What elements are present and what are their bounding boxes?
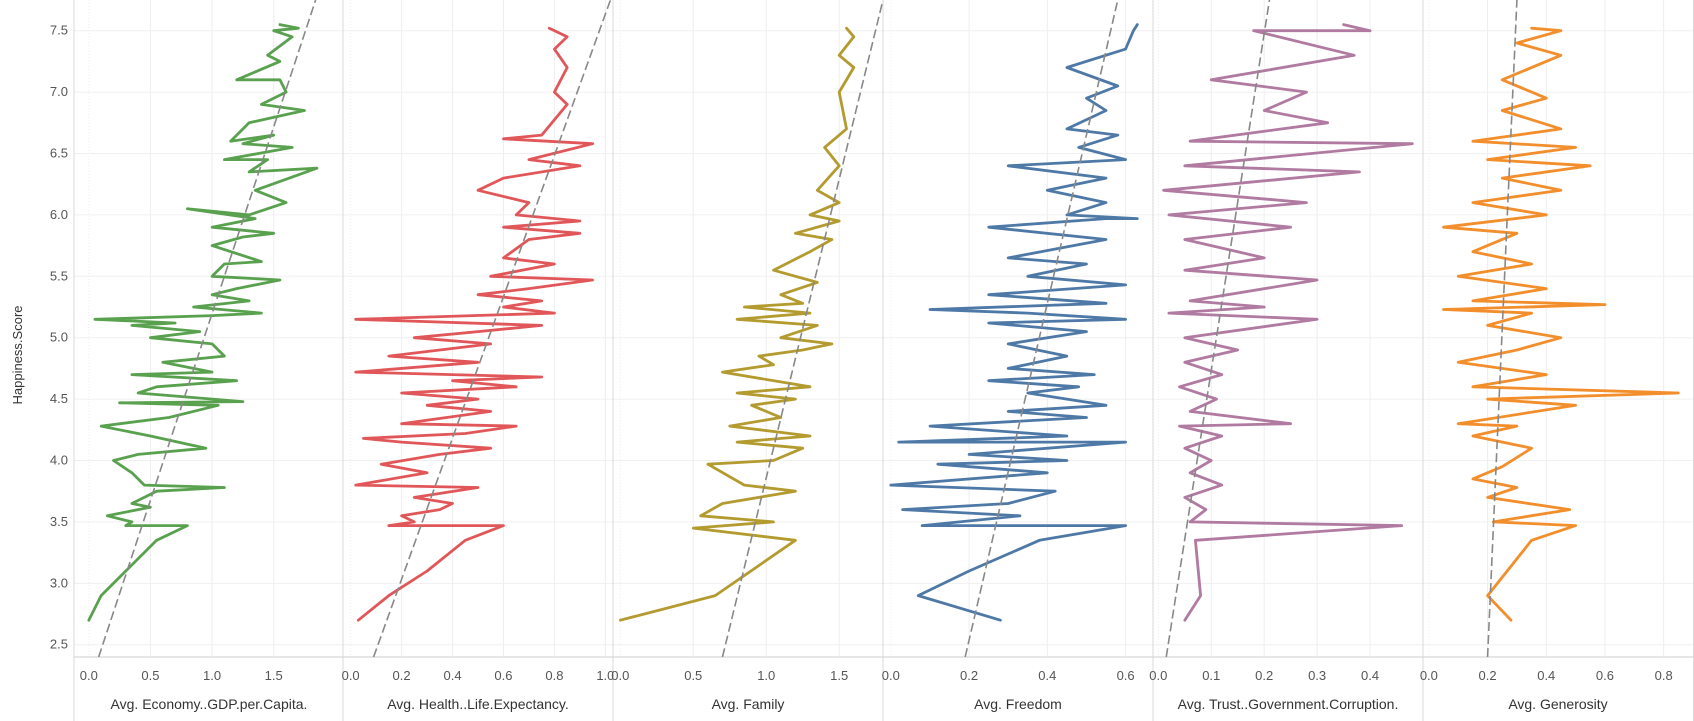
x-tick-label: 0.4 [1361, 668, 1379, 683]
y-tick-label: 3.5 [50, 514, 68, 529]
y-axis-label: Happiness.Score [10, 306, 25, 405]
x-tick-label: 1.0 [757, 668, 775, 683]
panel-trust: 0.0 0.1 0.2 0.3 0.4 Avg. Trust..Government.Co… [1149, 0, 1423, 721]
series-line-freedom [889, 23, 1139, 622]
x-tick-label: 0.6 [1596, 668, 1614, 683]
y-tick-label: 7.5 [50, 23, 68, 38]
trend-line-trust [1165, 0, 1271, 658]
x-tick-label: 0.1 [1202, 668, 1220, 683]
panel-family: 0.0 0.5 1.0 1.5 Avg. Family [611, 0, 884, 721]
y-tick-label: 5.5 [50, 268, 68, 283]
series-line-family [618, 26, 856, 622]
panel-freedom: 0.0 0.2 0.4 0.6 Avg. Freedom [882, 0, 1153, 721]
x-tick-label: 0.3 [1308, 668, 1326, 683]
x-tick-label: 1.5 [830, 668, 848, 683]
x-tick-label: 1.0 [203, 668, 221, 683]
trend-line-health [372, 0, 612, 658]
x-tick-label: 0.4 [443, 668, 461, 683]
x-tick-label: 0.0 [1420, 668, 1438, 683]
x-axis-label-trust: Avg. Trust..Government.Corruption. [1178, 696, 1399, 712]
x-tick-label: 0.4 [1537, 668, 1555, 683]
x-tick-label: 0.6 [1117, 668, 1135, 683]
series-line-generosity [1442, 26, 1680, 622]
x-tick-label: 0.2 [1479, 668, 1497, 683]
x-axis-label-family: Avg. Family [712, 696, 785, 712]
x-tick-label: 0.5 [141, 668, 159, 683]
x-axis-label-freedom: Avg. Freedom [974, 696, 1062, 712]
trend-line-freedom [964, 0, 1119, 658]
trend-line-generosity [1486, 0, 1518, 658]
x-tick-label: 0.2 [960, 668, 978, 683]
x-tick-label: 1.5 [265, 668, 283, 683]
series-line-trust [1162, 23, 1414, 622]
y-tick-label: 4.0 [50, 453, 68, 468]
y-tick-label: 7.0 [50, 84, 68, 99]
y-tick-label: 5.0 [50, 330, 68, 345]
x-axis-label-economy: Avg. Economy..GDP.per.Capita. [111, 696, 308, 712]
y-tick-label: 2.5 [50, 637, 68, 652]
x-tick-label: 0.8 [1655, 668, 1673, 683]
x-tick-label: 0.0 [611, 668, 629, 683]
trend-line-economy [97, 0, 317, 658]
x-tick-label: 0.4 [1038, 668, 1056, 683]
x-axis-label-generosity: Avg. Generosity [1508, 696, 1607, 712]
trend-line-family [721, 0, 884, 658]
x-tick-label: 0.5 [684, 668, 702, 683]
y-tick-label: 3.0 [50, 575, 68, 590]
x-tick-label: 0.6 [494, 668, 512, 683]
panel-generosity: 0.0 0.2 0.4 0.6 0.8 Avg. Generosity [1420, 0, 1693, 721]
panel-health: 0.0 0.2 0.4 0.6 0.8 1.0 Avg. Health..Life.Expe… [342, 0, 614, 721]
series-line-health [354, 26, 594, 622]
y-tick-label: 6.0 [50, 207, 68, 222]
x-tick-label: 0.0 [882, 668, 900, 683]
x-tick-label: 1.0 [596, 668, 614, 683]
x-axis-label-health: Avg. Health..Life.Expectancy. [387, 696, 569, 712]
chart-panels: 0.0 0.5 1.0 1.5 Avg. Economy..GDP.per.Capita… [73, 0, 1694, 721]
series-line-economy [87, 23, 319, 622]
x-tick-label: 0.0 [1149, 668, 1167, 683]
x-tick-label: 0.2 [1255, 668, 1273, 683]
y-tick-label: 6.5 [50, 146, 68, 161]
x-tick-label: 0.8 [545, 668, 563, 683]
panel-economy: 0.0 0.5 1.0 1.5 Avg. Economy..GDP.per.Capita… [73, 0, 344, 721]
x-tick-label: 0.0 [80, 668, 98, 683]
y-axis: 2.5 3.0 3.5 4.0 4.5 5.0 5.5 6.0 6.5 7.0 7.5 [50, 23, 68, 652]
x-tick-label: 0.2 [393, 668, 411, 683]
x-tick-label: 0.0 [342, 668, 360, 683]
y-tick-label: 4.5 [50, 391, 68, 406]
